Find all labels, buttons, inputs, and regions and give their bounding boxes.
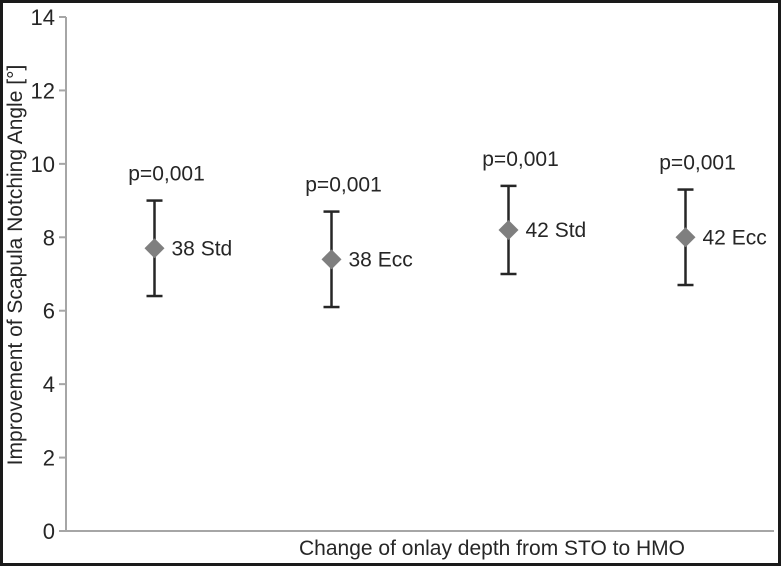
point-label: 38 Ecc bbox=[349, 248, 413, 271]
marker-diamond bbox=[675, 227, 696, 248]
marker-diamond bbox=[498, 219, 519, 240]
y-axis-title: Improvement of Scapula Notching Angle [°… bbox=[4, 64, 27, 466]
point-label: 42 Ecc bbox=[703, 226, 767, 249]
p-value-label: p=0,001 bbox=[482, 148, 559, 171]
y-tick-label: 6 bbox=[43, 299, 55, 324]
marker-diamond bbox=[144, 238, 165, 259]
p-value-label: p=0,001 bbox=[305, 174, 382, 197]
marker-diamond bbox=[321, 249, 342, 270]
y-tick-label: 2 bbox=[43, 446, 55, 471]
y-tick-label: 8 bbox=[43, 225, 55, 250]
y-tick-label: 0 bbox=[43, 519, 55, 544]
y-tick-label: 14 bbox=[31, 5, 55, 30]
y-tick-label: 10 bbox=[31, 152, 55, 177]
p-value-label: p=0,001 bbox=[128, 163, 205, 186]
y-tick-label: 4 bbox=[43, 372, 55, 397]
x-axis-title: Change of onlay depth from STO to HMO bbox=[299, 537, 685, 560]
point-label: 42 Std bbox=[526, 219, 587, 242]
point-label: 38 Std bbox=[172, 237, 233, 260]
y-tick-label: 12 bbox=[31, 78, 55, 103]
p-value-label: p=0,001 bbox=[659, 152, 736, 175]
